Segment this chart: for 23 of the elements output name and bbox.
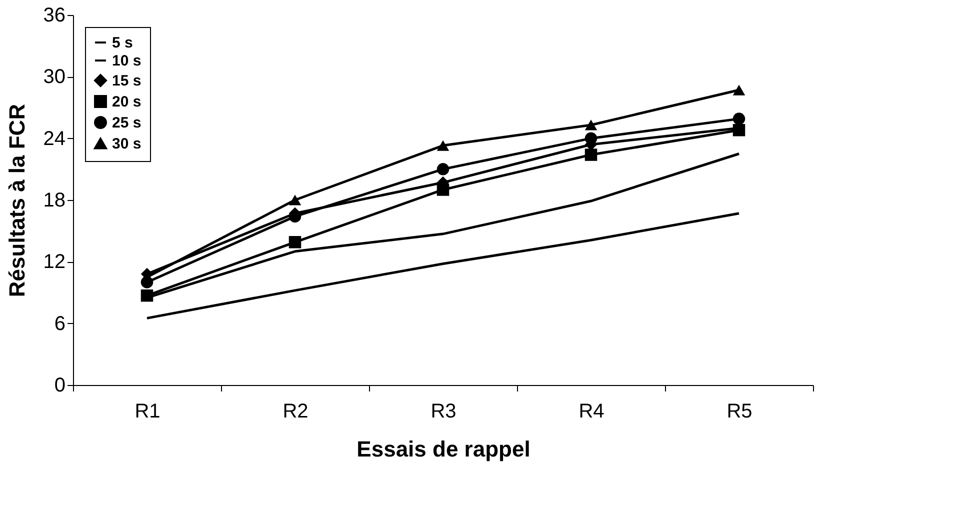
y-axis-title: Résultats à la FCR: [4, 104, 30, 298]
legend-label: 5 s: [112, 34, 133, 52]
y-tick-label: 18: [43, 190, 66, 212]
y-tick-label: 30: [43, 66, 66, 88]
x-axis-title: Essais de rappel: [356, 436, 530, 462]
x-tick-label: R5: [726, 400, 752, 422]
x-tick-label: R2: [282, 400, 308, 422]
y-tick-label: 36: [43, 4, 66, 26]
legend-label: 30 s: [112, 136, 142, 152]
point: [140, 289, 154, 302]
y-tick-label: 0: [54, 374, 66, 396]
point: [732, 112, 746, 125]
x-tick-label: R4: [578, 400, 604, 422]
legend-label: 25 s: [112, 114, 142, 132]
y-tick-label: 24: [43, 128, 66, 150]
x-tick-label: R1: [134, 400, 160, 422]
legend-label: 10 s: [112, 52, 142, 70]
point: [732, 84, 746, 96]
legend-label: 20 s: [112, 94, 142, 110]
x-tick-label: R3: [430, 400, 456, 422]
y-tick-label: 12: [43, 251, 66, 274]
legend-label: 15 s: [112, 72, 142, 90]
y-tick-label: 6: [54, 312, 66, 335]
